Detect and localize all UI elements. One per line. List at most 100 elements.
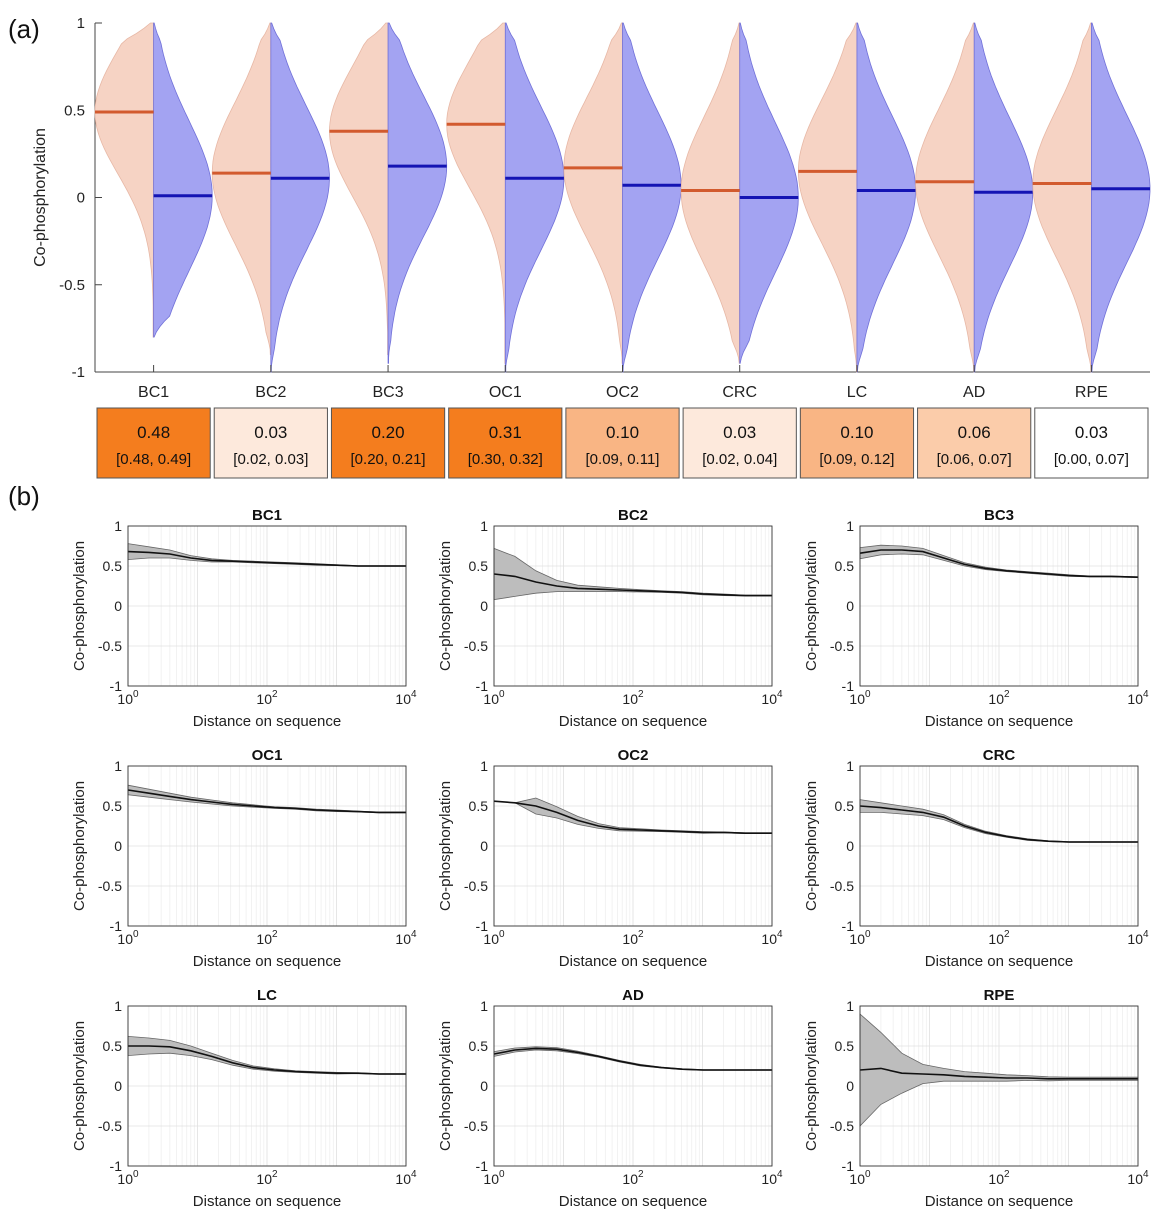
subplot-title: OC2 xyxy=(618,747,649,764)
x-tick-base: 10 xyxy=(761,691,777,707)
y-tick-label: 0 xyxy=(846,838,854,854)
y-tick-label: 0.5 xyxy=(103,1038,123,1054)
x-tick-label: 102 xyxy=(988,929,1010,947)
x-tick-label: 102 xyxy=(256,929,278,947)
y-tick-label: -0.5 xyxy=(98,1118,122,1134)
y-tick-label: 1 xyxy=(846,518,854,534)
category-label: OC2 xyxy=(606,384,639,401)
y-tick-label: 1 xyxy=(480,518,488,534)
y-tick-label: 0 xyxy=(114,1078,122,1094)
subplot-title: AD xyxy=(622,987,644,1004)
y-tick-label: 0.5 xyxy=(103,558,123,574)
x-axis-label: Distance on sequence xyxy=(559,713,707,730)
difference-value: 0.10 xyxy=(606,423,639,442)
y-tick-label: -1 xyxy=(110,678,123,694)
x-tick-exponent: 0 xyxy=(865,929,871,940)
x-tick-label: 104 xyxy=(1127,929,1149,947)
x-tick-base: 10 xyxy=(849,1171,865,1187)
subplot-title: OC1 xyxy=(252,747,283,764)
plot-frame xyxy=(493,765,773,927)
y-tick-label: -1 xyxy=(72,364,85,381)
difference-ci: [0.00, 0.07] xyxy=(1054,451,1129,468)
x-tick-label: 100 xyxy=(483,929,505,947)
x-tick-label: 104 xyxy=(395,689,417,707)
difference-box xyxy=(448,407,563,479)
difference-box xyxy=(96,407,211,479)
x-tick-base: 10 xyxy=(988,1171,1004,1187)
violin-left-crc xyxy=(680,22,741,364)
x-tick-exponent: 4 xyxy=(411,929,417,940)
x-tick-base: 10 xyxy=(622,1171,638,1187)
x-tick-exponent: 4 xyxy=(1143,929,1149,940)
x-tick-base: 10 xyxy=(849,691,865,707)
y-tick-label: -1 xyxy=(110,918,123,934)
series-line xyxy=(859,1067,1138,1080)
y-tick-label: 0 xyxy=(77,190,85,207)
plot-frame xyxy=(859,1005,1139,1167)
x-tick-exponent: 0 xyxy=(865,1169,871,1180)
x-tick-base: 10 xyxy=(761,931,777,947)
x-tick-base: 10 xyxy=(1127,931,1143,947)
difference-ci: [0.30, 0.32] xyxy=(468,451,543,468)
x-tick-exponent: 0 xyxy=(133,929,139,940)
series-line xyxy=(493,800,772,834)
y-tick-label: -1 xyxy=(110,1158,123,1174)
x-tick-label: 102 xyxy=(622,1169,644,1187)
violin-left-rpe xyxy=(1032,22,1092,373)
x-tick-base: 10 xyxy=(117,691,133,707)
violin-right-crc xyxy=(739,22,799,364)
x-tick-label: 104 xyxy=(395,1169,417,1187)
difference-value: 0.03 xyxy=(1075,423,1108,442)
subplot-title: LC xyxy=(257,987,277,1004)
y-tick-label: 1 xyxy=(480,998,488,1014)
y-tick-label: 1 xyxy=(114,998,122,1014)
violin-panel: 1 0.5 0 -0.5 -1 Co-phosphorylation BC1 0.48 [0.4… xyxy=(32,15,1151,479)
difference-value: 0.03 xyxy=(254,423,287,442)
y-tick-label: -0.5 xyxy=(464,878,488,894)
y-tick-label: 1 xyxy=(77,15,85,32)
difference-ci: [0.09, 0.11] xyxy=(586,451,660,468)
x-tick-base: 10 xyxy=(988,931,1004,947)
x-tick-base: 10 xyxy=(988,691,1004,707)
y-tick-label: -0.5 xyxy=(830,638,854,654)
violin-left-bc2 xyxy=(211,22,272,356)
x-tick-label: 100 xyxy=(117,689,139,707)
x-tick-base: 10 xyxy=(761,1171,777,1187)
y-axis-label: Co-phosphorylation xyxy=(803,781,820,911)
y-tick-label: 1 xyxy=(846,758,854,774)
x-tick-base: 10 xyxy=(256,1171,272,1187)
panel-label-b: (b) xyxy=(8,481,40,511)
y-axis-label: Co-phosphorylation xyxy=(437,781,454,911)
difference-value: 0.48 xyxy=(137,423,170,442)
difference-ci: [0.02, 0.04] xyxy=(702,451,777,468)
x-axis-label: Distance on sequence xyxy=(925,713,1073,730)
y-tick-label: -0.5 xyxy=(98,878,122,894)
y-tick-label: -1 xyxy=(842,678,855,694)
x-tick-label: 102 xyxy=(622,929,644,947)
x-tick-base: 10 xyxy=(395,1171,411,1187)
x-tick-exponent: 2 xyxy=(1004,689,1010,700)
x-tick-exponent: 0 xyxy=(865,689,871,700)
violin-left-lc xyxy=(798,22,858,373)
x-tick-exponent: 4 xyxy=(411,1169,417,1180)
violin-right-bc3 xyxy=(387,22,448,364)
x-tick-label: 102 xyxy=(622,689,644,707)
x-tick-exponent: 2 xyxy=(272,929,278,940)
category-label: BC1 xyxy=(138,384,169,401)
x-axis-label: Distance on sequence xyxy=(925,953,1073,970)
y-tick-label: -0.5 xyxy=(98,638,122,654)
y-tick-label: -0.5 xyxy=(59,277,85,294)
x-tick-exponent: 4 xyxy=(1143,689,1149,700)
x-tick-label: 104 xyxy=(1127,689,1149,707)
y-tick-label: 1 xyxy=(846,998,854,1014)
y-tick-label: 0.5 xyxy=(64,102,85,119)
x-tick-label: 100 xyxy=(849,689,871,707)
x-tick-label: 100 xyxy=(117,929,139,947)
subplot-title: RPE xyxy=(984,987,1015,1004)
y-tick-label: 0 xyxy=(846,1078,854,1094)
subplot-title: BC1 xyxy=(252,507,282,524)
